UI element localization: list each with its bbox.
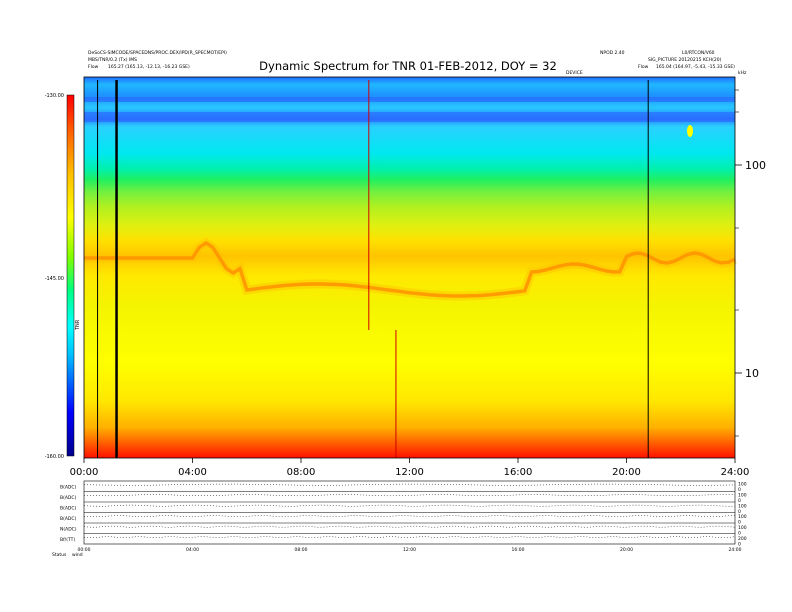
emission-band-halo bbox=[84, 237, 737, 301]
sub-panel-trace-1 bbox=[83, 494, 736, 497]
colorbar-tick-top: -130.00 bbox=[45, 93, 64, 99]
sub-panel-right-tick-5: 0 bbox=[738, 509, 741, 515]
colorbar-frame bbox=[66, 94, 75, 457]
vertical-lines bbox=[97, 80, 649, 458]
xtick-label-0: 00:00 bbox=[70, 467, 99, 478]
sub-panel-xtick-0: 00:00 bbox=[78, 547, 91, 553]
footer-wind: wind bbox=[72, 552, 83, 558]
sub-panel-right-tick-6: 100 bbox=[738, 514, 747, 520]
sub-panel-trace-4 bbox=[83, 525, 736, 528]
xtick-label-4: 16:00 bbox=[504, 467, 533, 478]
sub-panel-label-3: B(ADC) bbox=[60, 516, 77, 522]
sub-panel-right-tick-2: 100 bbox=[738, 492, 747, 498]
colorbar-tick-mid: -145.00 bbox=[45, 276, 64, 282]
emission-blob bbox=[687, 125, 693, 137]
header-left-line3-label: Flow bbox=[88, 64, 99, 70]
emission-band bbox=[84, 240, 736, 298]
sub-panel-label-0: B(ADC) bbox=[60, 484, 77, 490]
spectrogram-background bbox=[84, 77, 735, 458]
sub-panel-right-tick-10: 200 bbox=[738, 536, 747, 542]
xtick-label-5: 20:00 bbox=[612, 467, 641, 478]
sub-panels: B(ADC) B(ADC) B(ADC) B(ADC) N(ADC) Bf/(TT) 100… bbox=[60, 480, 747, 553]
header-right-line3-value: 165.04 (164.97, -5.43, -15.33 GSE) bbox=[656, 64, 735, 70]
sub-panel-label-1: B(ADC) bbox=[60, 495, 77, 501]
xtick-label-2: 08:00 bbox=[287, 467, 316, 478]
spectrogram bbox=[83, 76, 737, 459]
sub-panel-xtick-1: 04:00 bbox=[186, 547, 199, 553]
colorbar-label: TNR bbox=[75, 319, 81, 331]
sub-panel-right-tick-0: 100 bbox=[738, 482, 747, 488]
ytick-label-10: 10 bbox=[745, 367, 759, 380]
sub-panel-right-tick-11: 0 bbox=[738, 542, 741, 548]
right-y-axis: 100 10 bbox=[735, 89, 766, 437]
xtick-label-1: 04:00 bbox=[178, 467, 207, 478]
header-left-line1: DeSoCS-SIMCODE/SPACEDNS/PROC.DEX/IPD(R_S… bbox=[88, 50, 227, 56]
sub-panel-label-5: Bf/(TT) bbox=[60, 537, 75, 543]
xtick-label-6: 24:00 bbox=[721, 467, 750, 478]
header-right-line2: SIG_PICTURE 20120215 KCH(20) bbox=[648, 57, 722, 63]
xtick-label-3: 12:00 bbox=[395, 467, 424, 478]
sub-panel-label-2: B(ADC) bbox=[60, 505, 77, 511]
spectrogram-band-blue-2 bbox=[84, 112, 735, 122]
header-right-top-right: L0/RTCON/V60 bbox=[682, 50, 715, 56]
header-right-corner: kHz bbox=[738, 70, 747, 76]
sub-panel-right-tick-3: 0 bbox=[738, 498, 741, 504]
sub-panel-xtick-4: 16:00 bbox=[512, 547, 525, 553]
header-right-top-left: NPOD 2.40 bbox=[600, 50, 625, 56]
sub-panel-trace-0 bbox=[83, 483, 736, 486]
sub-panel-xtick-2: 08:00 bbox=[295, 547, 308, 553]
header-left-line2: MBS/TNR/0.2 (Tx) IMS bbox=[88, 57, 137, 63]
sub-panel-right-tick-4: 100 bbox=[738, 503, 747, 509]
header-right-line3-label: Flow bbox=[638, 64, 649, 70]
colorbar-tick-bottom: -160.00 bbox=[45, 454, 64, 460]
sub-panel-xtick-5: 20:00 bbox=[620, 547, 633, 553]
sub-panel-trace-2 bbox=[83, 504, 736, 507]
sub-panel-trace-5 bbox=[83, 536, 736, 539]
sub-panel-right-tick-7: 0 bbox=[738, 520, 741, 526]
sub-panel-xtick-3: 12:00 bbox=[403, 547, 416, 553]
sub-panel-right-tick-9: 0 bbox=[738, 531, 741, 537]
chart-title: Dynamic Spectrum for TNR 01-FEB-2012, DO… bbox=[259, 59, 557, 73]
header-left-line3-value: 165.27 (165.13, -12.13, -16.23 GSE) bbox=[108, 64, 190, 70]
spectrogram-band-blue-1 bbox=[84, 97, 735, 102]
sub-panel-right-tick-1: 0 bbox=[738, 487, 741, 493]
sub-panel-label-4: N(ADC) bbox=[60, 526, 77, 532]
header-center-small: DEVICE bbox=[566, 70, 583, 76]
ytick-label-100: 100 bbox=[745, 159, 766, 172]
x-axis: 00:00 04:00 08:00 12:00 16:00 20:00 24:00 bbox=[70, 458, 750, 478]
sub-panel-right-tick-8: 100 bbox=[738, 525, 747, 531]
colorbar bbox=[67, 95, 74, 456]
sub-panel-xtick-6: 24:00 bbox=[729, 547, 742, 553]
footer-status: Status bbox=[52, 552, 67, 558]
sub-panel-trace-3 bbox=[83, 515, 736, 518]
